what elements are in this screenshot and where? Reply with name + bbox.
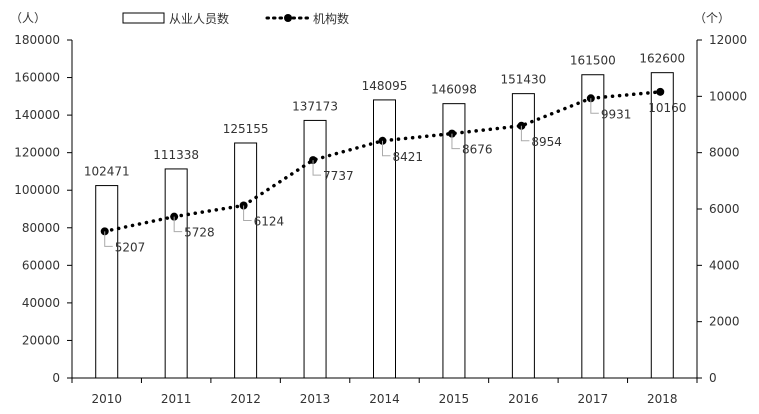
x-tick-label: 2012 [230, 392, 261, 406]
left-tick-label: 40000 [22, 296, 60, 310]
bar-value-label: 146098 [431, 83, 477, 97]
line-value-label: 8676 [462, 143, 493, 157]
x-tick-label: 2018 [647, 392, 678, 406]
legend-line-label: 机构数 [313, 11, 349, 26]
left-tick-label: 140000 [14, 108, 60, 122]
leader-line [173, 216, 183, 233]
leader-line [104, 231, 113, 247]
left-tick-label: 20000 [22, 333, 60, 347]
bar-value-label: 111338 [153, 148, 199, 162]
right-tick-label: 12000 [709, 33, 747, 47]
x-tick-label: 2011 [161, 392, 192, 406]
left-tick-label: 100000 [14, 183, 60, 197]
bar-value-label: 151430 [500, 73, 546, 87]
bar [581, 74, 605, 379]
bar [234, 142, 258, 379]
legend-bar-swatch [122, 12, 165, 24]
right-tick-label: 0 [709, 371, 717, 385]
bar-value-label: 102471 [84, 165, 130, 179]
right-tick-label: 8000 [709, 146, 740, 160]
x-tick-label: 2016 [508, 392, 539, 406]
left-tick-label: 60000 [22, 258, 60, 272]
line-point [656, 87, 665, 96]
bar-value-label: 137173 [292, 99, 338, 113]
line-value-label: 5207 [115, 240, 146, 254]
x-tick-label: 2014 [369, 392, 400, 406]
line-value-label: 6124 [254, 215, 285, 229]
bar-value-label: 161500 [570, 54, 616, 68]
legend-bar-label: 从业人员数 [169, 11, 229, 26]
bar [373, 99, 396, 379]
x-tick-label: 2013 [300, 392, 331, 406]
line-value-label: 7737 [323, 169, 354, 183]
left-tick-label: 120000 [14, 146, 60, 160]
left-tick-label: 160000 [14, 71, 60, 85]
left-tick-label: 180000 [14, 33, 60, 47]
right-tick-label: 6000 [709, 202, 740, 216]
left-tick-label: 80000 [22, 221, 60, 235]
right-axis-unit: （个） [694, 11, 730, 25]
leader-line [590, 98, 599, 114]
left-axis-unit: （人） [10, 11, 46, 25]
legend: 从业人员数 机构数 [122, 11, 349, 26]
bar [511, 93, 535, 379]
bar [303, 119, 327, 379]
line-value-label: 8421 [393, 150, 424, 164]
leader-line [382, 140, 391, 157]
leader-line [520, 125, 530, 142]
leader-line [243, 205, 252, 222]
line-value-label: 10160 [648, 101, 686, 115]
line-value-label: 9931 [601, 107, 632, 121]
bar-value-label: 125155 [223, 122, 269, 136]
line-value-label: 8954 [531, 135, 562, 149]
bar [442, 103, 466, 379]
x-tick-label: 2015 [439, 392, 470, 406]
left-tick-label: 0 [52, 371, 60, 385]
bar [95, 185, 119, 379]
bar [164, 168, 188, 379]
x-tick-label: 2017 [578, 392, 609, 406]
right-tick-label: 4000 [709, 258, 740, 272]
bar-value-label: 162600 [639, 52, 685, 66]
legend-line-marker [284, 14, 292, 22]
right-tick-label: 2000 [709, 315, 740, 329]
line-value-label: 5728 [184, 226, 215, 240]
right-tick-label: 10000 [709, 89, 747, 103]
bar-value-label: 148095 [362, 79, 408, 93]
leader-line [312, 160, 322, 176]
bar [650, 72, 674, 379]
leader-line [451, 133, 460, 150]
x-tick-label: 2010 [91, 392, 122, 406]
